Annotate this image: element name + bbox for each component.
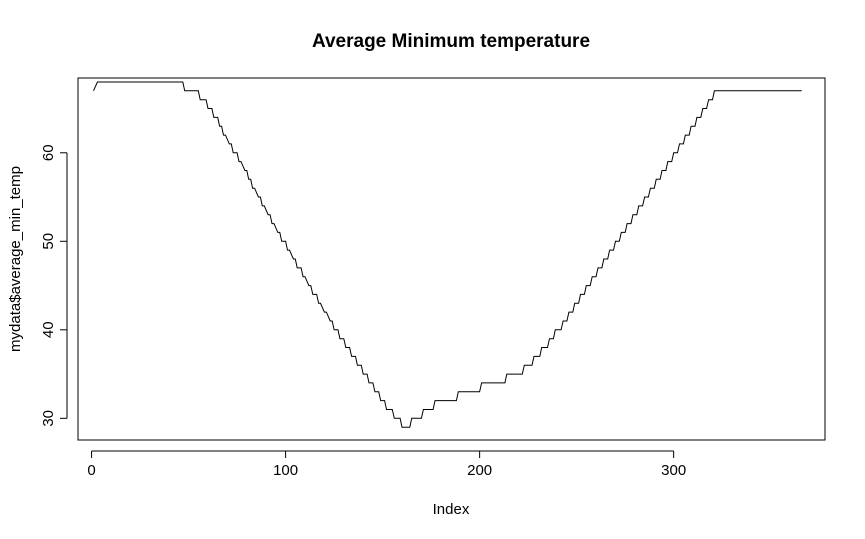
y-tick-label: 60 (40, 144, 57, 161)
y-axis: 30 40 50 60 (40, 144, 68, 427)
series-layer (93, 81, 802, 428)
x-tick-label: 200 (467, 462, 492, 479)
y-tick-label: 30 (40, 410, 57, 427)
x-tick-label: 100 (273, 462, 298, 479)
plot-frame (77, 77, 826, 441)
x-axis: 0 100 200 300 (87, 450, 686, 479)
x-tick-label: 0 (87, 462, 95, 479)
y-tick-label: 50 (40, 233, 57, 250)
x-tick-label: 300 (661, 462, 686, 479)
y-axis-label: mydata$average_min_temp (7, 166, 24, 352)
x-axis-label: Index (433, 501, 470, 518)
y-tick-label: 40 (40, 321, 57, 338)
chart-title: Average Minimum temperature (312, 31, 590, 52)
series-line (93, 81, 802, 428)
